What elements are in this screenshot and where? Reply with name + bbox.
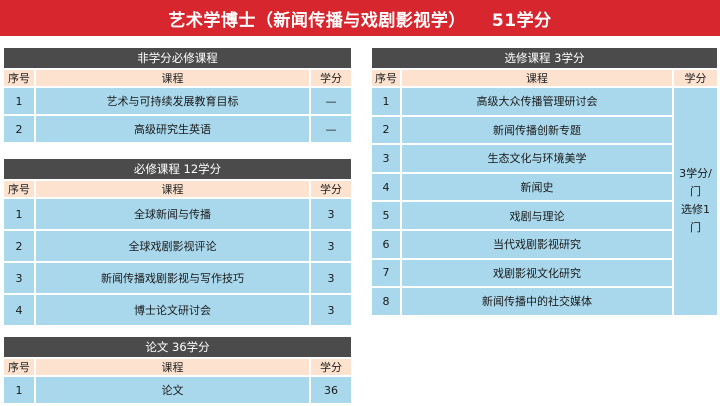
table-title: 必修课程 12学分 [3, 158, 353, 180]
table-row: 1 全球新闻与传播 3 [3, 198, 353, 230]
row-num: 6 [371, 229, 401, 259]
header-course: 课程 [401, 69, 673, 87]
row-course: 当代戏剧影视研究 [401, 229, 673, 259]
table-row: 4 博士论文研讨会 3 [3, 294, 353, 326]
row-course: 戏剧影视文化研究 [401, 258, 673, 288]
elective-choose-count: 选修1门 [681, 203, 710, 235]
row-num: 4 [371, 172, 401, 202]
row-num: 1 [3, 376, 35, 404]
header-num: 序号 [3, 69, 35, 87]
row-credit: 3 [310, 262, 353, 294]
table-row: 2 高级研究生英语 — [3, 115, 353, 143]
row-course: 全球戏剧影视评论 [35, 230, 310, 262]
header-credit: 学分 [310, 358, 353, 376]
row-num: 5 [371, 201, 401, 230]
table-row: 2 全球戏剧影视评论 3 [3, 230, 353, 262]
row-num: 2 [371, 115, 401, 145]
header-course: 课程 [35, 180, 310, 198]
page-banner: 艺术学博士（新闻传播与戏剧影视学） 51学分 [0, 0, 720, 36]
banner-title: 艺术学博士（新闻传播与戏剧影视学） [168, 10, 466, 31]
table-title: 论文 36学分 [3, 336, 353, 358]
table-row: 6 当代戏剧影视研究 [371, 229, 718, 259]
row-credit: 3 [310, 230, 353, 262]
elective-credit-note: 3学分/门 选修1门 [673, 87, 719, 316]
row-num: 3 [3, 262, 35, 294]
header-credit: 学分 [310, 180, 353, 198]
row-course: 全球新闻与传播 [35, 198, 310, 230]
header-num: 序号 [3, 180, 35, 198]
row-credit: 3 [310, 198, 353, 230]
row-course: 高级研究生英语 [35, 115, 310, 143]
table-row: 4 新闻史 [371, 172, 718, 202]
row-course: 新闻传播创新专题 [401, 115, 673, 145]
thesis-table: 论文 36学分 序号 课程 学分 1 论文 36 [3, 336, 353, 404]
row-course: 新闻传播戏剧影视与写作技巧 [35, 262, 310, 294]
table-row: 5 戏剧与理论 [371, 201, 718, 230]
table-row: 7 戏剧影视文化研究 [371, 258, 718, 288]
table-row: 3 生态文化与环境美学 [371, 144, 718, 173]
table-row: 1 高级大众传播管理研讨会 3学分/门 选修1门 [371, 87, 719, 316]
row-num: 2 [3, 230, 35, 262]
row-course: 戏剧与理论 [401, 201, 673, 230]
header-num: 序号 [3, 358, 35, 376]
header-course: 课程 [35, 358, 310, 376]
row-credit: — [310, 115, 353, 143]
row-course: 新闻史 [401, 172, 673, 202]
required-courses-table: 必修课程 12学分 序号 课程 学分 1 全球新闻与传播 3 2 全球戏剧影视评… [3, 158, 353, 326]
table-row: 3 新闻传播戏剧影视与写作技巧 3 [3, 262, 353, 294]
row-num: 1 [3, 198, 35, 230]
row-course: 论文 [35, 376, 310, 404]
row-course: 生态文化与环境美学 [401, 144, 673, 173]
table-title: 非学分必修课程 [3, 47, 353, 69]
row-course: 艺术与可持续发展教育目标 [35, 87, 310, 115]
table-row: 2 新闻传播创新专题 [371, 115, 718, 145]
row-num: 4 [3, 294, 35, 326]
table-row: 1 论文 36 [3, 376, 353, 404]
row-course: 新闻传播中的社交媒体 [401, 287, 673, 316]
header-num: 序号 [371, 69, 401, 87]
row-course: 博士论文研讨会 [35, 294, 310, 326]
banner-total-credits: 51学分 [491, 10, 552, 31]
table-row: 1 艺术与可持续发展教育目标 — [3, 87, 353, 115]
row-credit: 36 [310, 376, 353, 404]
table-row: 8 新闻传播中的社交媒体 [371, 287, 718, 316]
row-num: 3 [371, 144, 401, 173]
row-num: 1 [3, 87, 35, 115]
header-course: 课程 [35, 69, 310, 87]
table-title: 选修课程 3学分 [371, 47, 719, 69]
row-course: 高级大众传播管理研讨会 [401, 87, 673, 116]
row-credit: 3 [310, 294, 353, 326]
row-num: 1 [371, 87, 401, 116]
non-credit-courses-table: 非学分必修课程 序号 课程 学分 1 艺术与可持续发展教育目标 — 2 高级研究… [3, 47, 353, 143]
row-num: 8 [371, 287, 401, 316]
row-credit: — [310, 87, 353, 115]
header-credit: 学分 [673, 69, 719, 87]
row-num: 7 [371, 258, 401, 288]
header-credit: 学分 [310, 69, 353, 87]
row-num: 2 [3, 115, 35, 143]
elective-credit-per-course: 3学分/门 [679, 167, 712, 199]
elective-courses-table: 选修课程 3学分 序号 课程 学分 1 高级大众传播管理研讨会 3学分/门 选修… [371, 47, 719, 316]
